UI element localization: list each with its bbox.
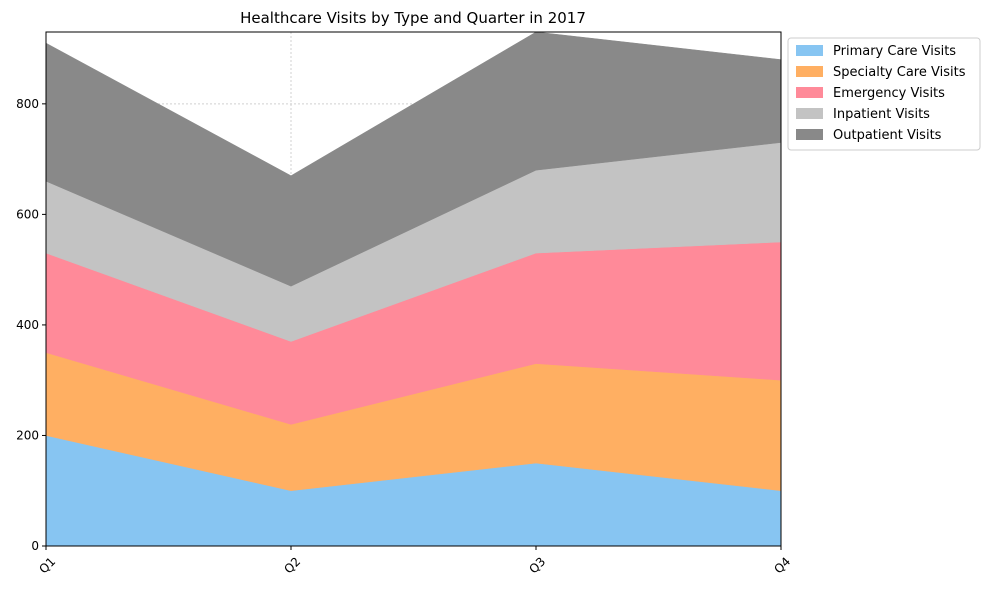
y-tick-label: 600 [16,207,39,221]
legend-label: Outpatient Visits [833,128,942,143]
legend-swatch [796,108,823,119]
legend-label: Inpatient Visits [833,107,930,122]
x-tick-label: Q4 [771,554,793,576]
legend-label: Emergency Visits [833,86,945,101]
y-axis: 0 200 400 600 800 [16,97,46,553]
y-tick-label: 200 [16,428,39,442]
x-tick-label: Q2 [281,554,303,576]
legend-label: Primary Care Visits [833,44,956,59]
legend-label: Specialty Care Visits [833,65,966,80]
y-tick-label: 0 [31,539,39,553]
legend-box [787,37,981,151]
x-tick-label: Q3 [526,554,548,576]
chart-title: Healthcare Visits by Type and Quarter in… [240,9,586,27]
legend-swatch [796,45,823,56]
legend-swatch [796,66,823,77]
legend: Primary Care Visits Specialty Care Visits… [787,37,981,151]
plot-frame [45,31,782,547]
y-tick-label: 800 [16,97,39,111]
x-axis: Q1 Q2 Q3 Q4 [36,546,793,576]
area-series-group [45,31,782,547]
y-tick-label: 400 [16,318,39,332]
x-tick-label: Q1 [36,554,58,576]
legend-swatch [796,87,823,98]
legend-swatch [796,129,823,140]
